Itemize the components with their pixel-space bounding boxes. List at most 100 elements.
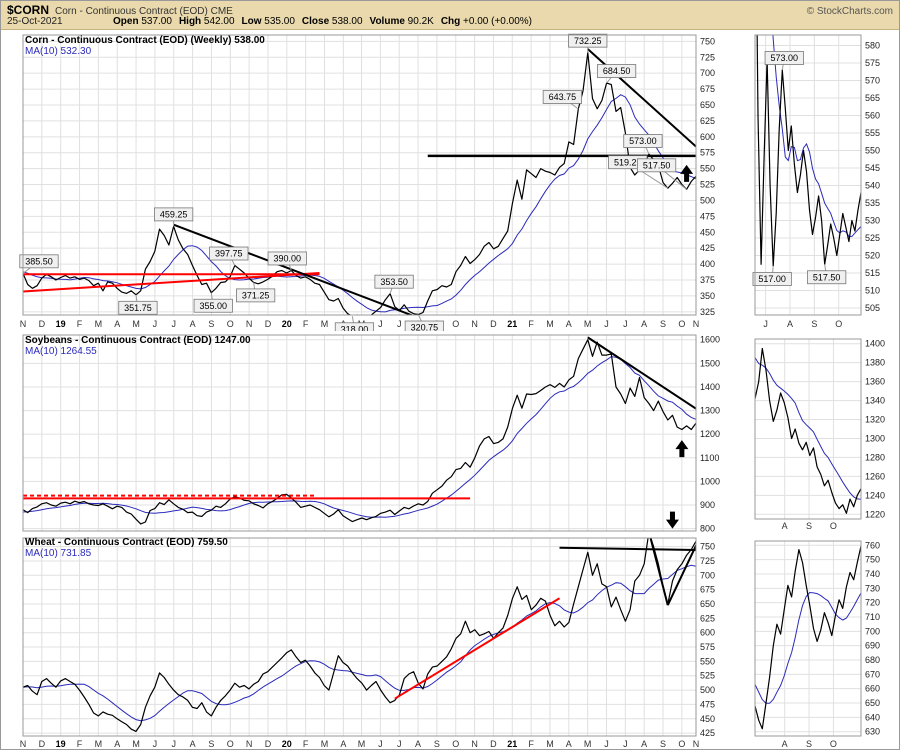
wheat-daily-mini-pane-border [754,540,862,737]
y-axis-label: 400 [700,259,715,269]
quote-summary-row: Open 537.00 High 542.00 Low 535.00 Close 53… [113,16,539,27]
y-axis-label: 1320 [865,415,885,425]
price-annotation-box [334,322,375,331]
y-axis-label: 1400 [700,382,720,392]
y-axis-label: 575 [700,148,715,158]
price-annotation-box [267,251,307,266]
corn-daily-mini-chart: 580 575 570 565 560 555 550 545 540 535 530 525 520 5… [752,34,880,329]
y-axis-label: 535 [865,198,880,208]
x-axis-label: J [172,739,177,749]
wheat-daily-mini-price-line [755,545,861,730]
x-axis-label: A [415,739,421,749]
price-annotation-box [568,33,608,48]
x-axis-label: A [566,319,572,329]
x-axis-label: J [397,739,402,749]
y-axis-label: 1300 [700,406,720,416]
y-axis-label: 510 [865,286,880,296]
corn-weekly-ma-line [23,94,696,313]
x-axis-label: D [39,319,46,329]
x-axis-label: A [566,739,572,749]
x-axis-label: F [77,319,83,329]
x-axis-label: O [227,319,234,329]
y-axis-label: 550 [700,656,715,666]
price-annotation-box [542,90,582,104]
y-axis-label: 640 [865,712,880,722]
y-axis-label: 690 [865,641,880,651]
price-annotation-box [19,254,59,269]
copyright-text: © StockCharts.com [806,6,893,17]
x-axis-label: O [678,739,685,749]
quote-item-volume: Volume 90.2K [369,16,434,27]
x-axis-label: O [452,739,459,749]
x-axis-label: D [39,739,46,749]
x-axis-label: O [830,739,837,749]
y-axis-label: 515 [865,268,880,278]
x-axis-label: O [830,521,837,531]
y-axis-label: 750 [700,36,715,46]
price-annotation-box [154,207,194,222]
y-axis-label: 700 [700,570,715,580]
x-axis-label: J [153,319,158,329]
y-axis-label: 450 [700,714,715,724]
y-axis-label: 1220 [865,509,885,519]
soybeans-ma-line [23,356,696,518]
y-axis-label: 710 [865,612,880,622]
price-annotation-box [596,64,637,78]
wheat-trendline [559,546,696,552]
wheat-trendline [649,538,669,606]
x-axis-label: N [246,319,253,329]
y-axis-label: 425 [700,728,715,738]
x-axis-label: N [471,319,478,329]
x-axis-label: J [153,739,158,749]
wheat-chart: 750 725 700 675 650 625 600 575 550 525 500 475 450 4… [20,537,715,749]
price-annotation-label: 355.00 [199,301,227,311]
price-annotation-label: 573.00 [770,53,798,63]
soybeans-trendline [587,336,696,410]
up-arrow-annotation [675,440,689,458]
y-axis-label: 525 [865,233,880,243]
y-axis-label: 1380 [865,358,885,368]
y-axis-label: 1400 [865,339,885,349]
y-axis-label: 1600 [700,335,720,345]
y-axis-label: 475 [700,699,715,709]
x-axis-label: F [528,739,534,749]
price-annotation-label: 517.50 [813,272,841,282]
x-axis-label: S [806,739,812,749]
x-axis-label: M [546,319,554,329]
x-axis-label: M [546,739,554,749]
price-annotation-label: 390.00 [273,254,301,264]
x-axis-label: M [321,319,329,329]
y-axis-label: 1360 [865,377,885,387]
quote-item-high: High 542.00 [178,16,235,27]
price-annotation-label: 385.50 [25,257,53,267]
price-annotation-box [764,51,804,65]
x-axis-label: F [77,739,83,749]
price-annotation-label: 397.75 [215,249,243,259]
y-axis-label: 720 [865,598,880,608]
y-axis-label: 800 [700,524,715,533]
y-axis-label: 530 [865,216,880,226]
quote-item-low: Low 535.00 [241,16,295,27]
x-axis-label: D [490,739,497,749]
x-axis-label: N [20,739,27,749]
y-axis-label: 700 [700,68,715,78]
y-axis-label: 450 [700,227,715,237]
corn-weekly-pane-border [22,34,697,316]
x-axis-label: N [20,319,27,329]
ticker-symbol: $CORN [7,3,50,17]
x-axis-label: M [132,739,140,749]
y-axis-label: 1240 [865,490,885,500]
x-axis-label: N [471,739,478,749]
y-axis-label: 570 [865,76,880,86]
price-annotation-label: 684.50 [603,66,631,76]
price-annotation-label: 732.25 [574,36,602,46]
x-axis-label: J [378,739,383,749]
wheat-trendline [666,543,696,606]
price-annotation-label: 318.00 [341,324,369,331]
wheat-price-line [23,538,696,732]
x-axis-label: 19 [56,319,66,329]
x-axis-label: D [490,319,497,329]
price-annotation-label: 573.00 [629,136,657,146]
y-axis-label: 575 [865,58,880,68]
x-axis-label: A [114,319,120,329]
